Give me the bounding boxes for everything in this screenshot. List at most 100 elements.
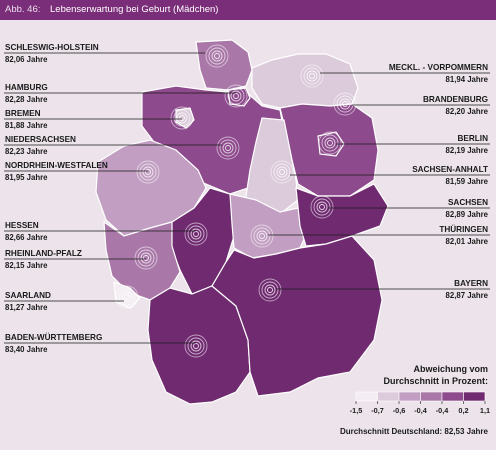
state-marker-ring bbox=[121, 291, 133, 303]
legend-tick-label: -0,6 bbox=[393, 406, 406, 415]
state-marker-ring bbox=[225, 145, 231, 151]
state-marker-ring bbox=[264, 284, 276, 296]
legend-tick-label: 1,1 bbox=[480, 406, 490, 415]
legend-swatch bbox=[355, 391, 378, 402]
state-marker-ring bbox=[124, 294, 130, 300]
state-value-label: 81,95 Jahre bbox=[5, 173, 48, 182]
state-name-label: SACHSEN-ANHALT bbox=[412, 165, 488, 174]
state-marker-ring bbox=[208, 47, 226, 65]
state-name-label: MECKL. - VORPOMMERN bbox=[389, 63, 488, 72]
state-marker-ring bbox=[118, 288, 136, 306]
state-value-label: 81,27 Jahre bbox=[5, 303, 48, 312]
legend-tick-label: -1,5 bbox=[350, 406, 363, 415]
state-name-label: NIEDERSACHSEN bbox=[5, 135, 76, 144]
legend-swatch bbox=[398, 391, 421, 402]
state-markers bbox=[115, 44, 357, 358]
state-marker-ring bbox=[327, 140, 333, 146]
state-value-label: 81,59 Jahre bbox=[446, 177, 489, 186]
state-marker-ring bbox=[227, 87, 245, 105]
state-marker-ring bbox=[319, 204, 325, 210]
state-marker-ring bbox=[187, 337, 205, 355]
legend-tick-label: -0,7 bbox=[371, 406, 384, 415]
state-marker-ring bbox=[324, 137, 336, 149]
state-marker-ring bbox=[170, 106, 194, 130]
state-marker-ring bbox=[224, 84, 248, 108]
state-marker-ring bbox=[300, 64, 324, 88]
state-marker-ring bbox=[136, 160, 160, 184]
state-value-label: 82,15 Jahre bbox=[5, 261, 48, 270]
legend-swatch bbox=[377, 391, 400, 402]
legend-title-line1: Abweichung vom bbox=[413, 364, 488, 374]
state-marker-ring bbox=[267, 287, 273, 293]
state-marker-ring bbox=[193, 231, 199, 237]
state-marker-ring bbox=[270, 160, 294, 184]
state-marker-ring bbox=[205, 44, 229, 68]
state-value-label: 81,94 Jahre bbox=[446, 75, 489, 84]
state-name-label: HESSEN bbox=[5, 221, 39, 230]
state-marker-ring bbox=[211, 50, 223, 62]
region-baden-wuerttemberg bbox=[147, 285, 251, 405]
leader-lines bbox=[4, 52, 490, 344]
legend-swatch bbox=[463, 391, 486, 402]
state-name-label: SCHLESWIG-HOLSTEIN bbox=[5, 43, 99, 52]
state-marker-ring bbox=[256, 230, 268, 242]
state-marker-ring bbox=[339, 98, 351, 110]
state-marker-ring bbox=[179, 115, 185, 121]
state-marker-ring bbox=[173, 109, 191, 127]
state-marker-ring bbox=[142, 166, 154, 178]
state-marker-ring bbox=[342, 101, 348, 107]
state-value-label: 82,01 Jahre bbox=[446, 237, 489, 246]
state-marker-ring bbox=[145, 169, 151, 175]
state-marker-ring bbox=[176, 112, 188, 124]
legend-average: Durchschnitt Deutschland: 82,53 Jahre bbox=[340, 427, 489, 436]
state-marker-ring bbox=[333, 92, 357, 116]
figure-number: Abb. 46: bbox=[5, 4, 41, 15]
state-marker-ring bbox=[258, 278, 282, 302]
legend-tick-label: -0,4 bbox=[436, 406, 450, 415]
state-name-label: THÜRINGEN bbox=[439, 224, 488, 234]
state-value-label: 81,88 Jahre bbox=[5, 121, 48, 130]
state-name-label: RHEINLAND-PFALZ bbox=[5, 249, 82, 258]
state-marker-ring bbox=[309, 73, 315, 79]
state-value-label: 82,66 Jahre bbox=[5, 233, 48, 242]
legend-swatch bbox=[420, 391, 443, 402]
state-marker-ring bbox=[313, 198, 331, 216]
figure-title: Lebenserwartung bei Geburt (Mädchen) bbox=[50, 4, 219, 15]
state-marker-ring bbox=[261, 281, 279, 299]
state-marker-ring bbox=[190, 340, 202, 352]
state-marker-ring bbox=[321, 134, 339, 152]
legend-title-line2: Durchschnitt in Prozent: bbox=[383, 376, 488, 386]
state-name-label: BERLIN bbox=[458, 134, 489, 143]
state-name-label: SACHSEN bbox=[448, 198, 488, 207]
state-marker-ring bbox=[184, 222, 208, 246]
state-value-label: 82,87 Jahre bbox=[446, 291, 489, 300]
state-name-label: NORDRHEIN-WESTFALEN bbox=[5, 161, 108, 170]
state-marker-ring bbox=[115, 285, 139, 309]
state-marker-ring bbox=[187, 225, 205, 243]
region-bayern bbox=[211, 235, 383, 397]
legend-ticks: -1,5 -0,7 -0,6 -0,4 -0,4 0,2 1,1 bbox=[350, 401, 490, 415]
state-regions bbox=[95, 39, 389, 405]
state-marker-ring bbox=[137, 249, 155, 267]
legend: Abweichung vom Durchschnitt in Prozent: … bbox=[340, 364, 490, 436]
state-labels: SCHLESWIG-HOLSTEIN 82,06 Jahre MECKL. - VO… bbox=[5, 43, 489, 354]
state-marker-ring bbox=[143, 255, 149, 261]
state-marker-ring bbox=[273, 163, 291, 181]
state-marker-ring bbox=[190, 228, 202, 240]
state-value-label: 82,23 Jahre bbox=[5, 147, 48, 156]
state-name-label: HAMBURG bbox=[5, 83, 48, 92]
state-value-label: 82,06 Jahre bbox=[5, 55, 48, 64]
state-value-label: 82,19 Jahre bbox=[446, 146, 489, 155]
state-marker-ring bbox=[230, 90, 242, 102]
state-name-label: BREMEN bbox=[5, 109, 41, 118]
state-marker-ring bbox=[316, 201, 328, 213]
state-name-label: BRANDENBURG bbox=[423, 95, 488, 104]
state-name-label: BADEN-WÜRTTEMBERG bbox=[5, 332, 102, 342]
state-value-label: 82,89 Jahre bbox=[446, 210, 489, 219]
state-marker-ring bbox=[259, 233, 265, 239]
state-marker-ring bbox=[216, 136, 240, 160]
legend-color-scale bbox=[355, 391, 486, 402]
state-marker-ring bbox=[336, 95, 354, 113]
